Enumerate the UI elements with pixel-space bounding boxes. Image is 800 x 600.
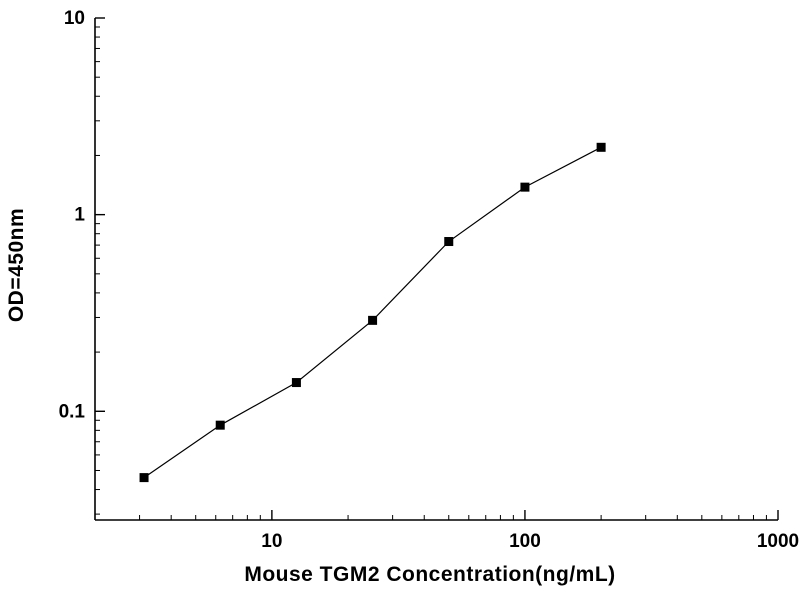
x-tick-label: 100 xyxy=(509,531,541,552)
series-line xyxy=(143,146,602,479)
y-tick-label: 10 xyxy=(64,8,85,29)
data-point xyxy=(139,473,149,483)
x-axis-title: Mouse TGM2 Concentration(ng/mL) xyxy=(244,563,616,586)
y-axis-title: OD=450nm xyxy=(5,207,28,323)
x-tick-label: 10 xyxy=(261,531,282,552)
y-tick-label: 1 xyxy=(74,205,85,226)
data-point xyxy=(444,237,454,247)
data-point xyxy=(368,315,378,325)
data-point xyxy=(520,182,530,192)
y-tick-label: 0.1 xyxy=(59,401,86,422)
data-point xyxy=(215,420,225,430)
data-point xyxy=(291,378,301,388)
x-tick-label: 1000 xyxy=(757,531,799,552)
data-point xyxy=(596,142,606,152)
